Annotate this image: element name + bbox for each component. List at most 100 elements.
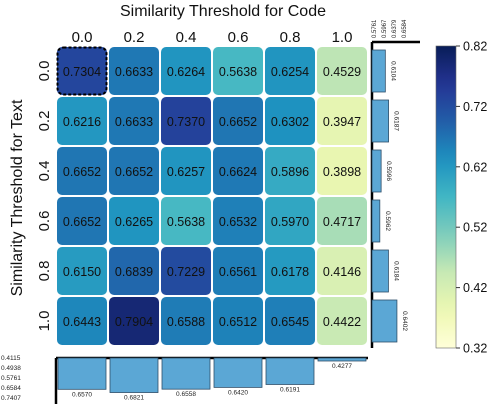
col-marginal-bar-3 [213, 357, 263, 388]
cell-label-r3-c1: 0.6265 [115, 215, 153, 229]
row-marginal-bar-1 [371, 99, 389, 143]
y-tick-3: 0.6 [36, 211, 53, 232]
heatmap-cell-r1-c1 [109, 97, 159, 145]
cell-label-r5-c4: 0.6545 [271, 315, 309, 329]
cell-label-r5-c3: 0.6512 [219, 315, 257, 329]
cell-label-r3-c3: 0.6532 [219, 215, 257, 229]
row-marginal-bar-5 [371, 299, 398, 343]
y-tick-0: 0.0 [36, 61, 53, 82]
column-marginal-bars: 0.6570 0.6821 0.6558 0.6420 0.6191 0.4277 0.41… [1, 355, 368, 404]
heatmap-cell-r4-c4 [265, 247, 315, 295]
heatmap-cell-r5-c3 [213, 297, 263, 345]
cell-label-r4-c5: 0.4146 [323, 265, 361, 279]
row-marginal-label-4: 0.6184 [392, 261, 399, 281]
row-marginal-label-2: 0.5996 [385, 161, 392, 181]
heatmap-cell-r4-c2 [161, 247, 211, 295]
heatmap-cell-r2-c0 [57, 147, 107, 195]
cell-label-r5-c1: 0.7904 [115, 315, 153, 329]
heatmap-cell-r5-c5 [317, 297, 367, 345]
cell-label-r4-c0: 0.6150 [63, 265, 101, 279]
row-marginal-label-5: 0.6402 [401, 311, 408, 331]
heatmap-cell-r5-c1 [109, 297, 159, 345]
colorbar-bar [435, 45, 457, 349]
heatmap-cell-r4-c1 [109, 247, 159, 295]
heatmap-cell-r4-c3 [213, 247, 263, 295]
cell-label-r0-c5: 0.4529 [323, 65, 361, 79]
row-marginal-bar-2 [371, 149, 382, 193]
cell-label-r1-c1: 0.6633 [115, 115, 153, 129]
cell-label-r3-c0: 0.6652 [63, 215, 101, 229]
x-tick-2: 0.4 [176, 29, 197, 46]
cell-label-r5-c2: 0.6588 [167, 315, 205, 329]
x-tick-4: 0.8 [280, 29, 301, 46]
heatmap-cell-r5-c0 [57, 297, 107, 345]
cell-label-r0-c2: 0.6264 [167, 65, 205, 79]
heatmap-cell-r0-c4 [265, 47, 315, 95]
row-marginal-bar-3 [371, 199, 381, 243]
colorbar-tick-4: 0.72 [463, 100, 487, 114]
heatmap-cell-r3-c4 [265, 197, 315, 245]
row-marginal-tick-2: 0.6379 [392, 19, 398, 38]
heatmap-cell-r2-c5 [317, 147, 367, 195]
heatmap-cell-r1-c0 [57, 97, 107, 145]
cell-label-r2-c2: 0.6257 [167, 165, 205, 179]
col-marginal-label-0: 0.6570 [72, 391, 92, 398]
cell-label-r1-c5: 0.3947 [323, 115, 361, 129]
cell-label-r2-c4: 0.5896 [271, 165, 309, 179]
col-marginal-label-5: 0.4277 [332, 363, 352, 370]
cell-label-r0-c1: 0.6633 [115, 65, 153, 79]
colorbar-tick-5: 0.82 [463, 40, 487, 54]
col-marginal-label-4: 0.6191 [280, 386, 300, 393]
x-tick-3: 0.6 [228, 29, 249, 46]
cell-label-r2-c3: 0.6624 [219, 165, 257, 179]
cell-label-r4-c3: 0.6561 [219, 265, 257, 279]
heatmap-cell-r4-c5 [317, 247, 367, 295]
heatmap-cell-r1-c3 [213, 97, 263, 145]
x-tick-5: 1.0 [332, 29, 353, 46]
heatmap-cell-r0-c5 [317, 47, 367, 95]
colorbar: 0.32 0.42 0.52 0.62 0.72 0.82 [435, 40, 487, 356]
cell-label-r2-c1: 0.6652 [115, 165, 153, 179]
cell-label-r3-c2: 0.5638 [167, 215, 205, 229]
x-axis-ticks: 0.0 0.2 0.4 0.6 0.8 1.0 [72, 29, 353, 46]
col-marginal-bar-5 [317, 357, 367, 362]
col-marginal-label-3: 0.6420 [228, 389, 248, 396]
cell-label-r0-c3: 0.5638 [219, 65, 257, 79]
col-marginal-bar-4 [265, 357, 315, 385]
row-marginal-bar-4 [371, 249, 389, 293]
col-marginal-label-1: 0.6821 [124, 395, 144, 402]
colorbar-tick-1: 0.42 [463, 281, 487, 295]
heatmap-cell-r1-c4 [265, 97, 315, 145]
col-marginal-bar-0 [57, 357, 107, 390]
heatmap-cell-r0-c0 [57, 47, 107, 95]
y-tick-2: 0.4 [36, 161, 53, 182]
col-marginal-tick-3: 0.6584 [1, 385, 21, 392]
cell-label-r2-c5: 0.3898 [323, 165, 361, 179]
cell-label-r0-c0: 0.7304 [63, 65, 101, 79]
y-tick-5: 1.0 [36, 311, 53, 332]
y-tick-4: 0.8 [36, 261, 53, 282]
heatmap-cell-r4-c0 [57, 247, 107, 295]
col-marginal-tick-2: 0.5761 [1, 375, 21, 382]
colorbar-tick-3: 0.62 [463, 160, 487, 174]
heatmap-cell-r0-c1 [109, 47, 159, 95]
y-tick-1: 0.2 [36, 111, 53, 132]
row-marginal-label-0: 0.6104 [389, 61, 396, 81]
cell-label-r5-c0: 0.6443 [63, 315, 101, 329]
heatmap-cell-r3-c1 [109, 197, 159, 245]
heatmap-cell-r5-c4 [265, 297, 315, 345]
heatmap-cell-r3-c2 [161, 197, 211, 245]
cell-label-r3-c4: 0.5970 [271, 215, 309, 229]
row-marginal-tick-0: 0.5761 [372, 19, 378, 38]
col-marginal-bar-2 [161, 357, 211, 390]
col-marginal-label-2: 0.6558 [176, 391, 196, 398]
row-marginal-bars: 0.6104 0.6187 0.5996 0.5962 0.6184 0.6402 0.57… [370, 19, 420, 348]
heatmap-cell-r3-c3 [213, 197, 263, 245]
chart-title: Similarity Threshold for Code [120, 3, 326, 20]
heatmap-cell-r2-c2 [161, 147, 211, 195]
x-tick-0: 0.0 [72, 29, 93, 46]
col-marginal-tick-4: 0.7407 [1, 395, 21, 402]
col-marginal-tick-0: 0.4115 [1, 355, 21, 362]
cell-label-r4-c2: 0.7229 [167, 265, 205, 279]
